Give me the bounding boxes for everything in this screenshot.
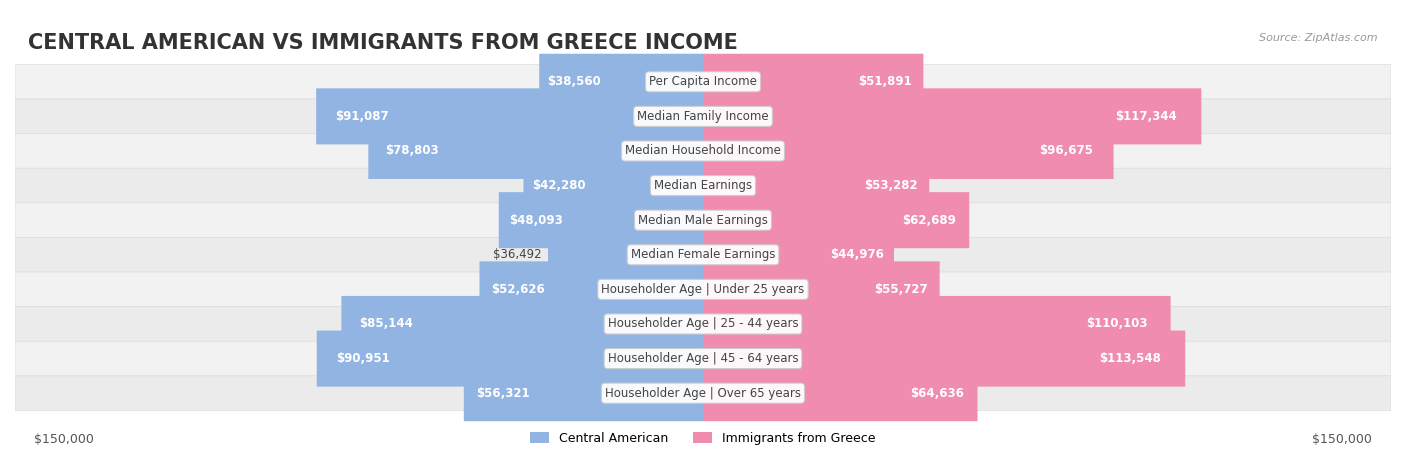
- FancyBboxPatch shape: [703, 123, 1114, 179]
- FancyBboxPatch shape: [15, 272, 1391, 307]
- Text: $36,492: $36,492: [494, 248, 541, 261]
- Text: $53,282: $53,282: [865, 179, 918, 192]
- FancyBboxPatch shape: [15, 134, 1391, 168]
- Text: $42,280: $42,280: [533, 179, 586, 192]
- Text: Householder Age | Under 25 years: Householder Age | Under 25 years: [602, 283, 804, 296]
- Text: Householder Age | 25 - 44 years: Householder Age | 25 - 44 years: [607, 318, 799, 331]
- FancyBboxPatch shape: [703, 227, 894, 283]
- Text: $64,636: $64,636: [910, 387, 963, 400]
- Text: Per Capita Income: Per Capita Income: [650, 75, 756, 88]
- FancyBboxPatch shape: [499, 192, 703, 248]
- Text: $51,891: $51,891: [859, 75, 912, 88]
- Text: $62,689: $62,689: [903, 214, 956, 226]
- FancyBboxPatch shape: [479, 262, 703, 318]
- FancyBboxPatch shape: [15, 238, 1391, 272]
- FancyBboxPatch shape: [540, 54, 703, 110]
- FancyBboxPatch shape: [15, 64, 1391, 99]
- FancyBboxPatch shape: [15, 341, 1391, 376]
- FancyBboxPatch shape: [15, 99, 1391, 134]
- FancyBboxPatch shape: [703, 331, 1185, 387]
- FancyBboxPatch shape: [316, 331, 703, 387]
- FancyBboxPatch shape: [15, 203, 1391, 238]
- Text: CENTRAL AMERICAN VS IMMIGRANTS FROM GREECE INCOME: CENTRAL AMERICAN VS IMMIGRANTS FROM GREE…: [28, 33, 738, 53]
- FancyBboxPatch shape: [342, 296, 703, 352]
- Legend: Central American, Immigrants from Greece: Central American, Immigrants from Greece: [526, 427, 880, 450]
- Text: Source: ZipAtlas.com: Source: ZipAtlas.com: [1260, 33, 1378, 42]
- Text: $96,675: $96,675: [1039, 144, 1092, 157]
- Text: $150,000: $150,000: [1312, 433, 1372, 446]
- FancyBboxPatch shape: [368, 123, 703, 179]
- FancyBboxPatch shape: [703, 365, 977, 421]
- Text: $90,951: $90,951: [336, 352, 389, 365]
- Text: $44,976: $44,976: [831, 248, 884, 261]
- Text: $56,321: $56,321: [475, 387, 530, 400]
- Text: Median Earnings: Median Earnings: [654, 179, 752, 192]
- FancyBboxPatch shape: [703, 192, 969, 248]
- FancyBboxPatch shape: [703, 296, 1171, 352]
- FancyBboxPatch shape: [703, 88, 1201, 144]
- Text: $110,103: $110,103: [1085, 318, 1147, 331]
- FancyBboxPatch shape: [703, 54, 924, 110]
- Text: $113,548: $113,548: [1099, 352, 1161, 365]
- FancyBboxPatch shape: [15, 376, 1391, 410]
- FancyBboxPatch shape: [15, 307, 1391, 341]
- Text: Median Household Income: Median Household Income: [626, 144, 780, 157]
- Text: Median Family Income: Median Family Income: [637, 110, 769, 123]
- Text: $52,626: $52,626: [491, 283, 544, 296]
- Text: $78,803: $78,803: [385, 144, 439, 157]
- Text: Median Male Earnings: Median Male Earnings: [638, 214, 768, 226]
- Text: $85,144: $85,144: [360, 318, 413, 331]
- FancyBboxPatch shape: [464, 365, 703, 421]
- FancyBboxPatch shape: [703, 262, 939, 318]
- Text: $48,093: $48,093: [509, 214, 562, 226]
- FancyBboxPatch shape: [523, 157, 703, 213]
- FancyBboxPatch shape: [548, 227, 703, 283]
- Text: $55,727: $55,727: [875, 283, 928, 296]
- FancyBboxPatch shape: [15, 168, 1391, 203]
- Text: $150,000: $150,000: [34, 433, 94, 446]
- Text: Median Female Earnings: Median Female Earnings: [631, 248, 775, 261]
- Text: $91,087: $91,087: [336, 110, 389, 123]
- FancyBboxPatch shape: [703, 157, 929, 213]
- FancyBboxPatch shape: [316, 88, 703, 144]
- Text: Householder Age | 45 - 64 years: Householder Age | 45 - 64 years: [607, 352, 799, 365]
- Text: Householder Age | Over 65 years: Householder Age | Over 65 years: [605, 387, 801, 400]
- Text: $38,560: $38,560: [547, 75, 602, 88]
- Text: $117,344: $117,344: [1115, 110, 1177, 123]
